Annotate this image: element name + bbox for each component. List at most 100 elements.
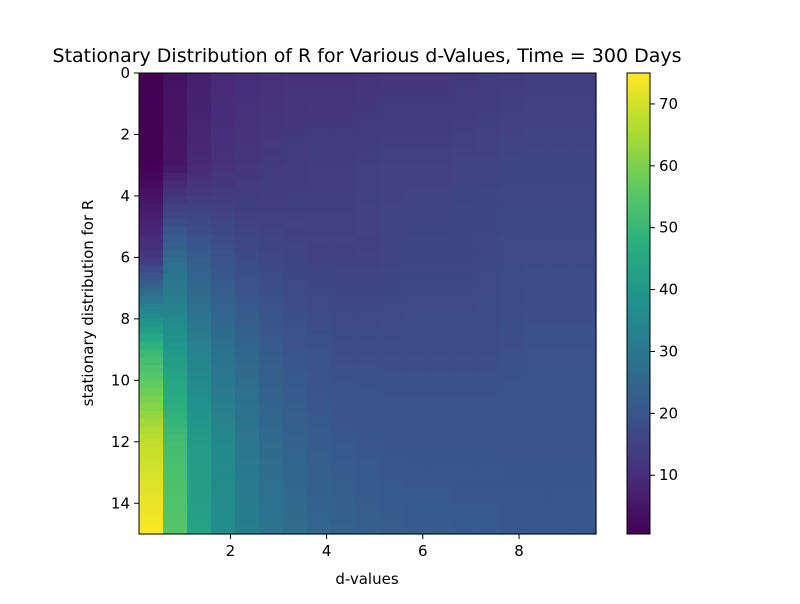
heatmap-cell xyxy=(187,372,212,381)
heatmap-cell xyxy=(187,288,212,297)
heatmap-cell xyxy=(139,218,164,228)
heatmap-cell xyxy=(235,464,260,474)
heatmap-cell xyxy=(187,426,212,435)
heatmap-cell xyxy=(547,380,573,389)
heatmap-cell xyxy=(331,349,357,358)
heatmap-cell xyxy=(163,249,188,258)
heatmap-cell xyxy=(259,418,284,428)
heatmap-cell xyxy=(427,188,453,197)
heatmap-cell xyxy=(523,257,549,266)
heatmap-cell xyxy=(307,364,333,374)
heatmap-cell xyxy=(475,334,501,343)
heatmap-cell xyxy=(211,418,236,428)
heatmap-cell xyxy=(139,165,164,174)
heatmap-cell xyxy=(355,395,381,404)
heatmap-cell xyxy=(307,288,333,297)
heatmap-cell xyxy=(523,518,549,527)
heatmap-cell xyxy=(379,203,405,212)
heatmap-cell xyxy=(211,380,236,389)
heatmap-cell xyxy=(331,265,357,274)
heatmap-cell xyxy=(403,134,429,143)
heatmap-cell xyxy=(571,510,597,520)
heatmap-cell xyxy=(259,441,284,451)
heatmap-cell xyxy=(523,372,549,381)
heatmap-cell xyxy=(283,142,308,151)
heatmap-cell xyxy=(331,472,357,481)
heatmap-cell xyxy=(307,311,333,320)
heatmap-cell xyxy=(259,349,284,358)
heatmap-cell xyxy=(235,226,260,235)
heatmap-cell xyxy=(379,518,405,527)
heatmap-cell xyxy=(187,265,212,274)
heatmap-cell xyxy=(523,149,549,159)
heatmap-cell xyxy=(307,165,333,174)
heatmap-cell xyxy=(547,395,573,404)
heatmap-cell xyxy=(547,487,573,497)
heatmap-cell xyxy=(355,142,381,151)
heatmap-cell xyxy=(427,303,453,312)
heatmap-cell xyxy=(307,257,333,266)
heatmap-cell xyxy=(235,218,260,228)
heatmap-cell xyxy=(547,311,573,320)
heatmap-cell xyxy=(523,434,549,443)
heatmap-cell xyxy=(403,73,429,82)
heatmap-cell xyxy=(259,280,284,289)
heatmap-cell xyxy=(571,203,597,212)
heatmap-cell xyxy=(331,487,357,497)
heatmap-cell xyxy=(451,418,477,428)
heatmap-cell xyxy=(259,73,284,82)
heatmap-cell xyxy=(187,503,212,512)
heatmap-cell xyxy=(427,157,453,166)
heatmap-cell xyxy=(427,234,453,243)
heatmap-cell xyxy=(379,165,405,174)
heatmap-cell xyxy=(163,380,188,389)
heatmap-cell xyxy=(499,280,525,289)
heatmap-cell xyxy=(283,372,308,381)
heatmap-cell xyxy=(571,349,597,358)
heatmap-cell xyxy=(331,88,357,97)
heatmap-cell xyxy=(547,510,573,520)
heatmap-cell xyxy=(427,73,453,82)
heatmap-cell xyxy=(379,249,405,258)
heatmap-cell xyxy=(355,510,381,520)
heatmap-cell xyxy=(163,403,188,412)
heatmap-cell xyxy=(427,165,453,174)
heatmap-cell xyxy=(427,526,453,535)
heatmap-cell xyxy=(499,80,525,89)
x-tick-label: 2 xyxy=(226,542,236,560)
heatmap-cell xyxy=(235,318,260,328)
heatmap-cell xyxy=(163,426,188,435)
heatmap-cell xyxy=(331,526,357,535)
heatmap-cell xyxy=(163,457,188,466)
heatmap-cell xyxy=(523,195,549,205)
heatmap-cell xyxy=(451,518,477,527)
heatmap-cell xyxy=(523,411,549,420)
heatmap-cell xyxy=(475,188,501,197)
heatmap-cell xyxy=(187,418,212,428)
heatmap-cell xyxy=(403,111,429,120)
heatmap-cell xyxy=(475,495,501,504)
heatmap-cell xyxy=(499,265,525,274)
heatmap-cell xyxy=(523,441,549,451)
heatmap-cell xyxy=(283,295,308,305)
heatmap-cell xyxy=(379,341,405,351)
heatmap-cell xyxy=(379,211,405,220)
heatmap-cell xyxy=(523,288,549,297)
heatmap-cell xyxy=(235,80,260,89)
heatmap-cell xyxy=(427,142,453,151)
heatmap-cell xyxy=(403,457,429,466)
heatmap-cell xyxy=(523,395,549,404)
heatmap-cell xyxy=(451,188,477,197)
heatmap-cell xyxy=(547,503,573,512)
heatmap-cell xyxy=(355,218,381,228)
heatmap-cell xyxy=(331,510,357,520)
heatmap-cell xyxy=(163,357,188,366)
heatmap-cell xyxy=(307,234,333,243)
heatmap-cell xyxy=(235,380,260,389)
heatmap-cell xyxy=(475,418,501,428)
heatmap-cell xyxy=(499,257,525,266)
heatmap-cell xyxy=(331,203,357,212)
heatmap-cell xyxy=(451,318,477,328)
heatmap-cell xyxy=(163,73,188,82)
heatmap-cell xyxy=(235,357,260,366)
